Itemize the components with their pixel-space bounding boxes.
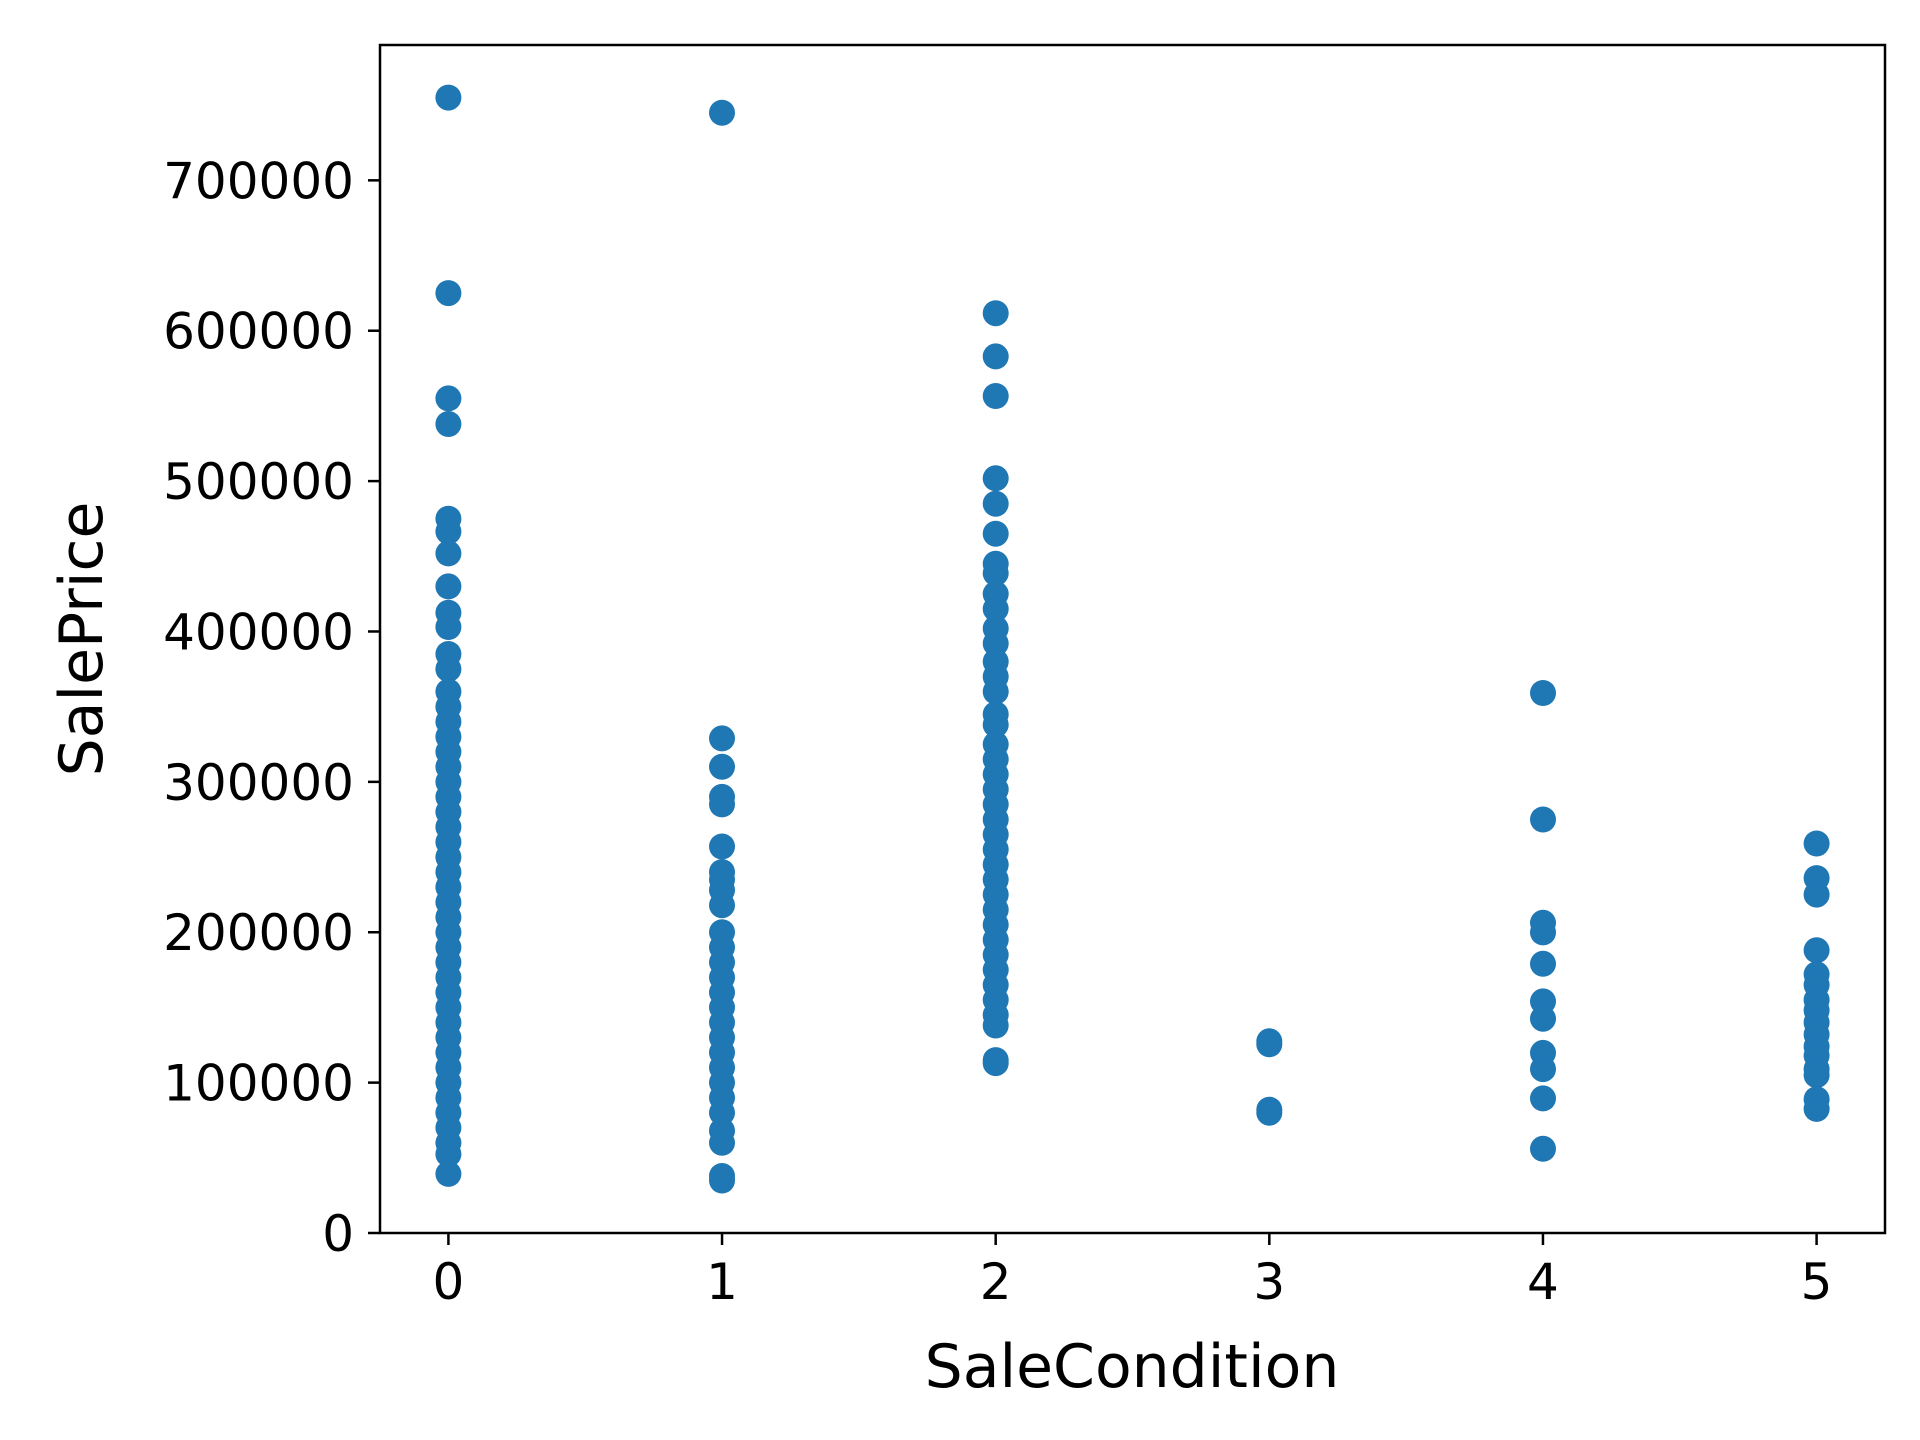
data-point xyxy=(435,1141,462,1168)
data-point xyxy=(982,383,1009,409)
data-point xyxy=(1530,1056,1556,1083)
data-point xyxy=(982,465,1009,492)
data-point xyxy=(982,595,1009,622)
data-point xyxy=(982,560,1009,587)
data-point xyxy=(1803,881,1830,908)
y-axis-label: SalePrice xyxy=(47,502,117,777)
plot-frame xyxy=(378,43,1887,1235)
data-point xyxy=(1530,950,1556,977)
data-point xyxy=(709,833,735,860)
data-points xyxy=(435,84,1830,1194)
data-point xyxy=(709,1099,735,1126)
data-point xyxy=(1803,1095,1830,1122)
data-point xyxy=(1530,1135,1556,1162)
data-point xyxy=(1803,937,1830,964)
data-point xyxy=(1803,830,1830,857)
data-point xyxy=(982,1050,1009,1077)
data-point xyxy=(982,630,1009,657)
y-tick-label: 0 xyxy=(322,1205,354,1263)
data-point xyxy=(435,656,462,683)
data-point xyxy=(435,573,462,600)
data-point xyxy=(709,791,735,818)
data-point xyxy=(1256,1099,1283,1126)
y-tick-label: 700000 xyxy=(163,152,354,210)
data-point xyxy=(709,1167,735,1194)
y-tick-label: 300000 xyxy=(163,754,354,812)
data-point xyxy=(709,99,735,126)
data-point xyxy=(982,490,1009,517)
data-point xyxy=(1530,1005,1556,1032)
y-tick-label: 200000 xyxy=(163,904,354,962)
data-point xyxy=(1530,1085,1556,1112)
data-point xyxy=(982,520,1009,547)
data-point xyxy=(709,892,735,919)
data-point xyxy=(1530,680,1556,706)
data-point xyxy=(435,614,462,640)
data-point xyxy=(435,84,462,111)
data-point xyxy=(982,678,1009,705)
data-point xyxy=(982,711,1009,738)
x-axis: 0 1 2 3 4 5 xyxy=(433,1233,1833,1311)
data-point xyxy=(435,385,462,412)
data-point xyxy=(982,343,1009,370)
y-tick-label: 600000 xyxy=(163,303,354,361)
y-tick-label: 100000 xyxy=(163,1055,354,1113)
data-point xyxy=(435,411,462,437)
data-point xyxy=(435,1160,462,1187)
data-point xyxy=(435,518,462,545)
data-point xyxy=(709,1129,735,1156)
data-point xyxy=(1530,806,1556,833)
x-tick-label: 5 xyxy=(1801,1253,1833,1311)
x-tick-label: 0 xyxy=(433,1253,465,1311)
data-point xyxy=(1530,919,1556,946)
x-tick-label: 3 xyxy=(1253,1253,1285,1311)
data-point xyxy=(435,280,462,307)
y-axis: 0 100000 200000 300000 400000 500000 600000 700… xyxy=(163,152,380,1263)
x-tick-label: 2 xyxy=(980,1253,1012,1311)
data-point xyxy=(982,1012,1009,1039)
x-tick-label: 4 xyxy=(1527,1253,1559,1311)
data-point xyxy=(709,753,735,780)
y-tick-label: 500000 xyxy=(163,453,354,511)
data-point xyxy=(1256,1031,1283,1058)
data-point xyxy=(435,540,462,567)
x-axis-label: SaleCondition xyxy=(925,1332,1340,1402)
data-point xyxy=(1803,1062,1830,1089)
data-point xyxy=(709,725,735,752)
y-tick-label: 400000 xyxy=(163,603,354,661)
x-tick-label: 1 xyxy=(706,1253,738,1311)
data-point xyxy=(982,300,1009,327)
